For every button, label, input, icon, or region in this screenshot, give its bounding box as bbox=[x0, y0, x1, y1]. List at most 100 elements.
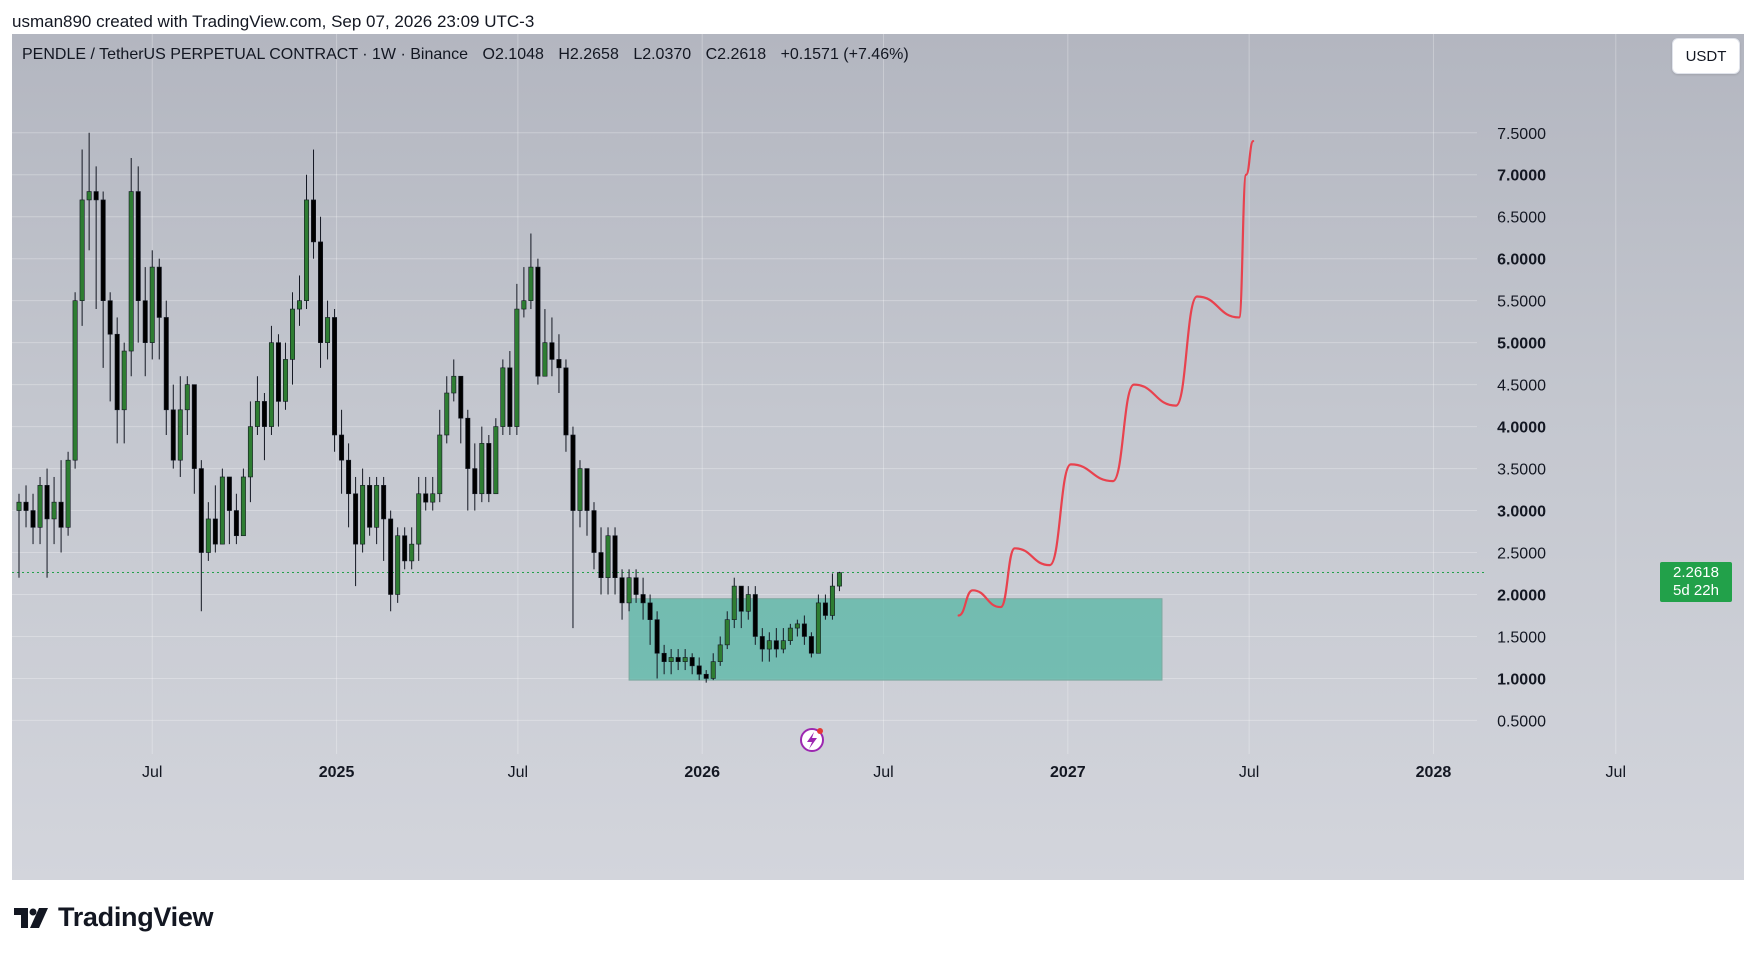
y-tick-label: 1.5000 bbox=[1497, 629, 1546, 646]
candle-down bbox=[738, 585, 744, 612]
ohlc-close: C2.2618 bbox=[705, 46, 767, 63]
y-tick-label: 6.5000 bbox=[1497, 210, 1546, 227]
candle-up bbox=[205, 518, 211, 553]
candle-down bbox=[689, 657, 695, 667]
candle-up bbox=[710, 661, 716, 679]
y-tick-label: 7.0000 bbox=[1497, 168, 1546, 185]
candle-up bbox=[528, 266, 534, 301]
y-tick-label: 2.5000 bbox=[1497, 546, 1546, 563]
candle-up bbox=[86, 191, 92, 201]
support-zone-rect bbox=[628, 598, 1163, 681]
candle-down bbox=[465, 417, 471, 469]
candle-up bbox=[577, 468, 583, 511]
candle-up bbox=[731, 585, 737, 620]
range-zone bbox=[628, 598, 1163, 681]
candle-down bbox=[647, 602, 653, 620]
candle-up bbox=[149, 266, 155, 343]
candle-up bbox=[668, 657, 674, 662]
candle-down bbox=[30, 510, 36, 528]
candle-up bbox=[409, 543, 415, 562]
candle-up bbox=[444, 392, 450, 436]
candle-down bbox=[191, 384, 197, 469]
candle-down bbox=[654, 619, 660, 654]
candle-up bbox=[626, 577, 632, 604]
candle-down bbox=[570, 434, 576, 511]
candle-down bbox=[549, 342, 555, 360]
candle-up bbox=[177, 409, 183, 461]
candle-up bbox=[282, 359, 288, 402]
candle-up bbox=[745, 594, 751, 612]
candle-down bbox=[633, 577, 639, 595]
projection-path bbox=[957, 140, 1255, 617]
y-tick-label: 4.5000 bbox=[1497, 378, 1546, 395]
candle-down bbox=[388, 518, 394, 595]
chart-area[interactable]: 0.5000 1.0000 1.5000 2.0000 2.5000 3.0000 3.50… bbox=[12, 34, 1744, 880]
candle-up bbox=[121, 350, 127, 411]
candle-down bbox=[135, 191, 141, 301]
y-tick-label: 5.5000 bbox=[1497, 294, 1546, 311]
candle-up bbox=[829, 585, 835, 616]
candle-down bbox=[353, 493, 359, 545]
candles bbox=[16, 132, 842, 683]
candle-down bbox=[93, 191, 99, 201]
candle-down bbox=[381, 485, 387, 520]
event-marker[interactable] bbox=[800, 728, 824, 752]
candle-down bbox=[233, 510, 239, 537]
candle-up bbox=[766, 640, 772, 650]
x-tick-label: 2025 bbox=[319, 764, 355, 781]
candle-down bbox=[100, 199, 106, 301]
y-tick-label: 3.5000 bbox=[1497, 462, 1546, 479]
candle-up bbox=[240, 476, 246, 537]
candle-down bbox=[507, 367, 513, 427]
candle-down bbox=[275, 342, 281, 402]
candle-down bbox=[346, 459, 352, 495]
candle-down bbox=[261, 401, 267, 427]
candle-up bbox=[416, 493, 422, 545]
candle-up bbox=[184, 384, 190, 411]
symbol-legend: PENDLE / TetherUS PERPETUAL CONTRACT · 1… bbox=[22, 46, 919, 64]
candle-up bbox=[493, 426, 499, 495]
candle-up bbox=[304, 199, 309, 301]
candle-down bbox=[58, 501, 64, 528]
candle-down bbox=[822, 602, 828, 616]
candle-down bbox=[584, 468, 590, 511]
candle-down bbox=[107, 300, 113, 335]
candle-up bbox=[437, 434, 443, 495]
candle-down bbox=[458, 375, 464, 419]
lightning-icon bbox=[807, 732, 817, 749]
candle-up bbox=[794, 623, 800, 629]
candle-up bbox=[430, 493, 436, 503]
y-tick-label: 0.5000 bbox=[1497, 713, 1546, 730]
candle-up bbox=[724, 619, 730, 646]
candle-down bbox=[808, 636, 814, 654]
candle-down bbox=[556, 359, 562, 369]
candle-down bbox=[640, 594, 646, 604]
candle-up bbox=[290, 308, 295, 360]
candle-up bbox=[836, 572, 842, 587]
currency-button[interactable]: USDT bbox=[1672, 38, 1740, 74]
axes: 0.5000 1.0000 1.5000 2.0000 2.5000 3.0000 3.50… bbox=[142, 126, 1626, 781]
notification-dot-icon bbox=[817, 728, 823, 734]
y-tick-label: 5.0000 bbox=[1497, 336, 1546, 353]
candle-up bbox=[128, 191, 134, 352]
candle-up bbox=[79, 199, 85, 301]
candle-up bbox=[374, 485, 380, 528]
x-tick-label: Jul bbox=[508, 764, 528, 781]
candle-up bbox=[500, 367, 506, 427]
x-tick-label: Jul bbox=[873, 764, 893, 781]
candle-down bbox=[472, 468, 478, 495]
candle-down bbox=[311, 199, 316, 243]
candle-down bbox=[703, 673, 709, 679]
ohlc-change: +0.1571 (+7.46%) bbox=[780, 46, 909, 63]
y-tick-label: 6.0000 bbox=[1497, 252, 1546, 269]
price-chart[interactable]: 0.5000 1.0000 1.5000 2.0000 2.5000 3.0000 3.50… bbox=[12, 34, 1744, 880]
ohlc-low: L2.0370 bbox=[633, 46, 692, 63]
candle-up bbox=[479, 443, 485, 495]
candle-down bbox=[752, 594, 758, 637]
candle-up bbox=[297, 300, 302, 310]
candle-up bbox=[395, 535, 401, 595]
candle-up bbox=[514, 308, 520, 427]
tradingview-logo[interactable]: TradingView bbox=[14, 902, 214, 933]
symbol-title[interactable]: PENDLE / TetherUS PERPETUAL CONTRACT · 1… bbox=[22, 46, 469, 63]
x-tick-label: 2026 bbox=[684, 764, 720, 781]
